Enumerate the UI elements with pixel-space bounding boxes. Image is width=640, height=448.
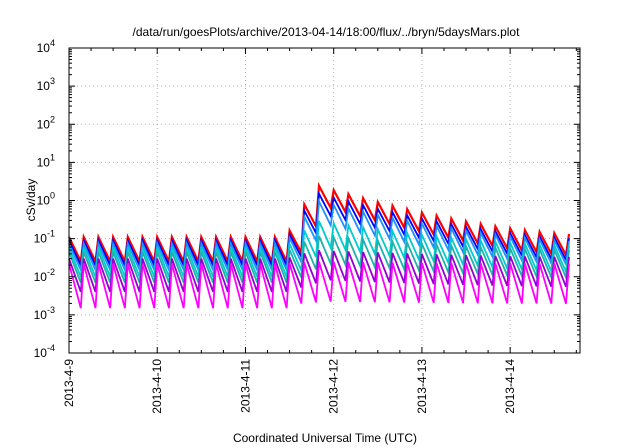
x-tick-label: 2013-4-11 (238, 359, 252, 413)
x-axis: 2013-4-9 2013-4-10 2013-4-11 2013-4-12 2013-… (62, 48, 577, 414)
x-tick-label: 2013-4-9 (62, 359, 76, 407)
x-tick-label: 2013-4-10 (150, 359, 164, 414)
chart-title: /data/run/goesPlots/archive/2013-04-14/1… (133, 25, 521, 39)
y-tick-label: 10-1 (34, 229, 55, 246)
y-tick-label: 10-2 (34, 267, 55, 284)
y-tick-label: 103 (37, 76, 55, 93)
y-tick-label: 104 (37, 38, 55, 55)
y-tick-label: 10-4 (34, 343, 55, 360)
series-line (68, 261, 570, 309)
y-axis: 10-4 10-3 10-2 10-1 100 101 102 103 104 (34, 38, 580, 360)
y-tick-label: 100 (37, 191, 55, 208)
x-tick-label: 2013-4-13 (415, 359, 429, 414)
x-tick-label: 2013-4-12 (327, 359, 341, 414)
series-layer (68, 181, 571, 309)
y-tick-label: 101 (37, 152, 55, 169)
y-tick-label: 102 (37, 114, 55, 131)
grid (69, 48, 580, 353)
x-tick-label: 2013-4-14 (503, 359, 517, 414)
x-axis-label: Coordinated Universal Time (UTC) (233, 431, 417, 445)
y-axis-label: cSv/day (24, 179, 38, 222)
y-tick-label: 10-3 (34, 305, 55, 322)
